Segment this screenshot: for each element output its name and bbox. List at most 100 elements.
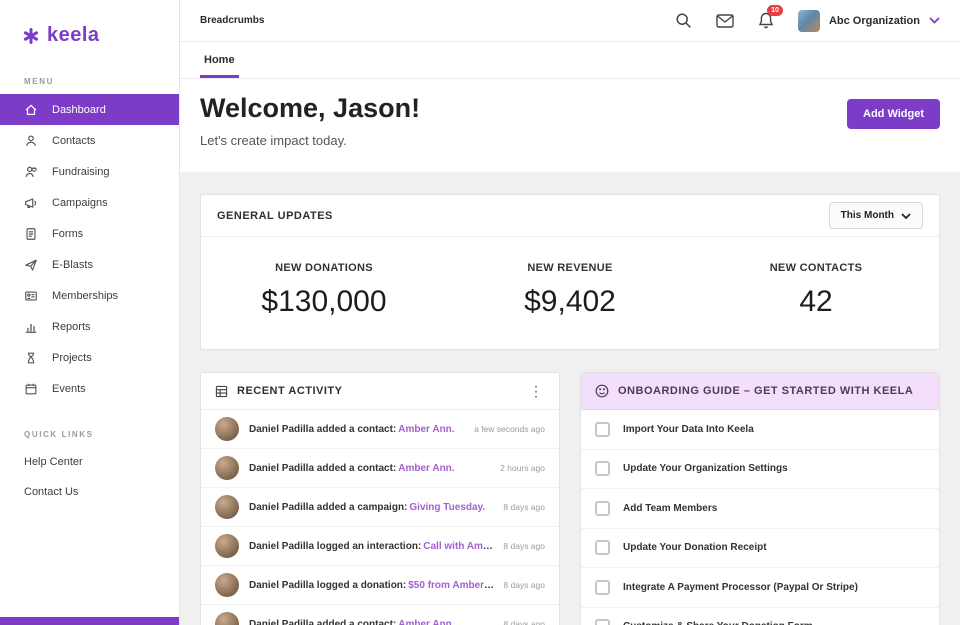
activity-timestamp: 8 days ago [503,541,545,551]
checkbox[interactable] [595,619,610,625]
sidebar-item-events[interactable]: Events [0,373,179,404]
sidebar-item-contacts[interactable]: Contacts [0,125,179,156]
paper-plane-icon [24,257,39,272]
activity-description: Daniel Padilla added a campaign: [249,501,408,513]
stats-row: NEW DONATIONS $130,000 NEW REVENUE $9,40… [201,237,939,349]
org-switcher[interactable]: Abc Organization [797,9,940,32]
onboarding-item[interactable]: Customize & Share Your Donation Form [581,608,939,625]
notifications-bell-icon[interactable]: 10 [758,5,783,29]
keela-logo[interactable]: keela [0,0,179,47]
activity-timestamp: a few seconds ago [474,424,545,434]
sidebar-nav: Dashboard Contacts Fundraising Campaigns [0,94,179,404]
org-avatar [797,9,820,32]
avatar [215,456,239,480]
topbar-actions: 10 Abc Organization [675,5,940,32]
onboarding-item[interactable]: Add Team Members [581,489,939,529]
checkbox[interactable] [595,421,610,437]
sidebar-item-label: Campaigns [52,196,108,209]
home-icon [24,102,39,117]
sidebar-item-memberships[interactable]: Memberships [0,280,179,311]
activity-timestamp: 8 days ago [503,502,545,512]
stat-new-revenue: NEW REVENUE $9,402 [447,262,693,319]
sidebar-item-label: Fundraising [52,165,110,178]
activity-link[interactable]: Amber Ann. [398,423,455,435]
sidebar-item-fundraising[interactable]: Fundraising [0,156,179,187]
general-updates-header: GENERAL UPDATES This Month [201,195,939,237]
sidebar-item-dashboard[interactable]: Dashboard [0,94,179,125]
mail-icon[interactable] [716,13,734,28]
avatar [215,612,239,625]
tab-bar: Home [180,42,960,79]
stat-value: $9,402 [524,285,616,318]
form-icon [24,226,39,241]
activity-row: Daniel Padilla added a contact: Amber Ann… [201,605,559,625]
chevron-down-icon [929,17,940,24]
dashboard-content: GENERAL UPDATES This Month NEW DONATIONS… [180,172,960,625]
add-widget-button[interactable]: Add Widget [847,99,940,129]
onboarding-item[interactable]: Integrate A Payment Processor (Paypal Or… [581,568,939,608]
sidebar-item-reports[interactable]: Reports [0,311,179,342]
welcome-subtitle: Let's create impact today. [200,133,347,148]
checkbox[interactable] [595,540,610,556]
activity-row: Daniel Padilla added a contact: Amber Ann… [201,449,559,488]
checkbox[interactable] [595,500,610,516]
onboarding-label: Integrate A Payment Processor (Paypal Or… [623,581,858,593]
onboarding-label: Import Your Data Into Keela [623,423,754,435]
sidebar-item-label: Events [52,382,86,395]
bar-chart-icon [24,319,39,334]
activity-link[interactable]: Call with Amber. [423,540,496,552]
quick-link-contact-us[interactable]: Contact Us [24,486,79,498]
activity-description: Daniel Padilla logged an interaction: [249,540,422,552]
general-updates-title: GENERAL UPDATES [217,209,333,222]
activity-link[interactable]: Amber Ann. [398,462,455,474]
org-name: Abc Organization [828,14,920,27]
avatar [215,495,239,519]
sidebar-item-label: E-Blasts [52,258,93,271]
activity-link[interactable]: Amber Ann. [398,618,455,625]
topbar: Breadcrumbs 10 Abc Organization [180,0,960,42]
dashboard-columns: RECENT ACTIVITY ⋮ Daniel Padilla added a… [200,372,940,625]
general-updates-card: GENERAL UPDATES This Month NEW DONATIONS… [200,194,940,350]
sidebar-item-eblasts[interactable]: E-Blasts [0,249,179,280]
sidebar-item-forms[interactable]: Forms [0,218,179,249]
recent-activity-card: RECENT ACTIVITY ⋮ Daniel Padilla added a… [200,372,560,625]
megaphone-icon [24,195,39,210]
onboarding-item[interactable]: Import Your Data Into Keela [581,410,939,450]
onboarding-item[interactable]: Update Your Donation Receipt [581,529,939,568]
stat-new-contacts: NEW CONTACTS 42 [693,262,939,319]
onboarding-item[interactable]: Update Your Organization Settings [581,450,939,489]
kebab-menu-icon[interactable]: ⋮ [529,383,543,399]
stat-label: NEW CONTACTS [769,262,863,274]
time-filter-label: This Month [840,210,894,221]
avatar [215,534,239,558]
activity-text: Daniel Padilla added a contact: Amber Ann… [249,619,455,625]
checkbox[interactable] [595,461,610,477]
avatar [215,573,239,597]
onboarding-guide-card: ONBOARDING GUIDE – GET STARTED WITH KEEL… [580,372,940,625]
sidebar: keela MENU Dashboard Contacts Fundrais [0,0,180,625]
sidebar-item-projects[interactable]: Projects [0,342,179,373]
calendar-icon [24,381,39,396]
activity-row: Daniel Padilla added a contact: Amber Ann… [201,410,559,449]
logo-text: keela [47,24,100,46]
activity-link[interactable]: Giving Tuesday. [409,501,486,513]
activity-description: Daniel Padilla logged a donation: [249,579,407,591]
sidebar-item-campaigns[interactable]: Campaigns [0,187,179,218]
time-filter-dropdown[interactable]: This Month [828,202,923,229]
activity-timestamp: 8 days ago [503,580,545,590]
tab-home[interactable]: Home [200,42,239,78]
activity-description: Daniel Padilla added a contact: [249,423,397,435]
activity-text: Daniel Padilla logged a donation: $50 fro… [249,580,495,591]
activity-description: Daniel Padilla added a contact: [249,462,397,474]
activity-text: Daniel Padilla logged an interaction: Cal… [249,541,495,552]
stat-value: 42 [799,285,833,318]
activity-link[interactable]: $50 from Amber Ann. [408,579,495,591]
sidebar-bottom-accent [0,617,179,625]
membership-card-icon [24,288,39,303]
activity-text: Daniel Padilla added a contact: Amber Ann… [249,463,455,474]
quick-link-help-center[interactable]: Help Center [24,456,83,468]
checkbox[interactable] [595,579,610,595]
onboarding-header: ONBOARDING GUIDE – GET STARTED WITH KEEL… [581,373,939,410]
activity-row: Daniel Padilla logged an interaction: Cal… [201,527,559,566]
search-icon[interactable] [675,12,692,29]
